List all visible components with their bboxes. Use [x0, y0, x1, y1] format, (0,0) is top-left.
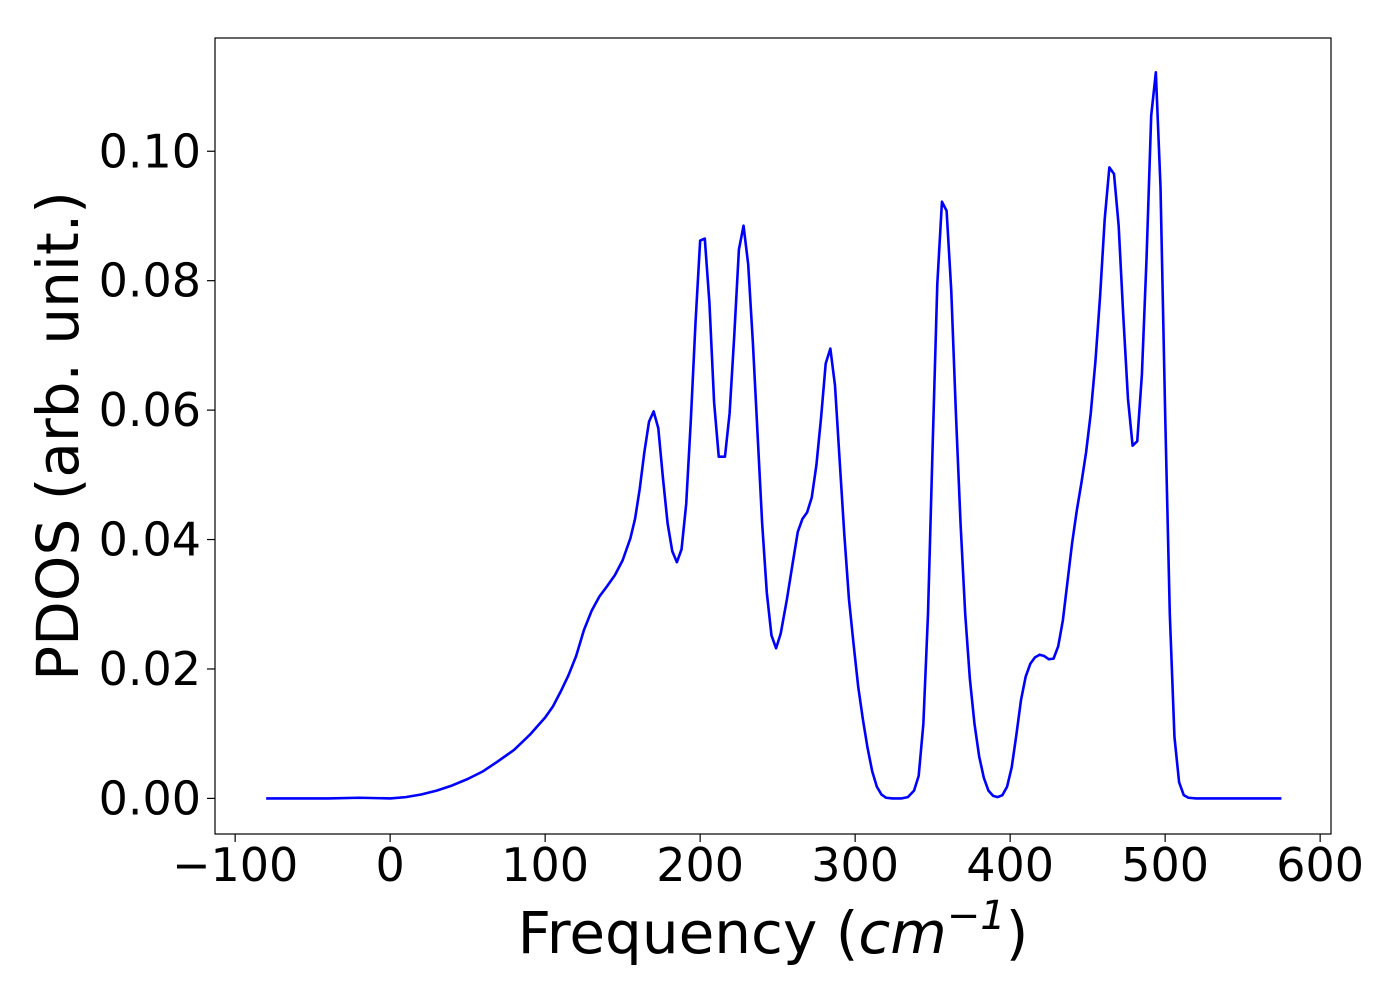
x-axis-label-superscript: −1 [947, 893, 1006, 939]
x-axis-label-math: cm [858, 899, 946, 967]
y-tick-label: 0.02 [99, 642, 201, 696]
x-tick-label: 500 [1121, 838, 1209, 892]
x-axis-ticks: −100 0 100 200 300 400 500 600 [172, 834, 1364, 892]
x-tick-label: 0 [376, 838, 405, 892]
x-tick-label: −100 [172, 838, 298, 892]
x-tick-label: 200 [656, 838, 744, 892]
y-axis-ticks: 0.00 0.02 0.04 0.06 0.08 0.10 [99, 124, 215, 825]
y-tick-label: 0.04 [99, 513, 201, 567]
x-tick-label: 100 [501, 838, 589, 892]
y-axis-label: PDOS (arb. unit.) [24, 191, 92, 681]
x-axis-label-close: ) [1006, 899, 1029, 967]
x-axis-label: Frequency (cm−1) [518, 893, 1029, 967]
y-tick-label: 0.00 [99, 771, 201, 825]
x-axis-label-text: Frequency ( [518, 899, 859, 967]
x-tick-label: 600 [1276, 838, 1364, 892]
axes-frame [214, 37, 1332, 835]
series-line-0 [266, 71, 1282, 800]
x-tick-label: 300 [811, 838, 899, 892]
y-tick-label: 0.08 [99, 254, 201, 308]
plot-area [266, 71, 1282, 800]
x-tick-label: 400 [966, 838, 1054, 892]
y-tick-label: 0.10 [99, 124, 201, 178]
y-tick-label: 0.06 [99, 383, 201, 437]
